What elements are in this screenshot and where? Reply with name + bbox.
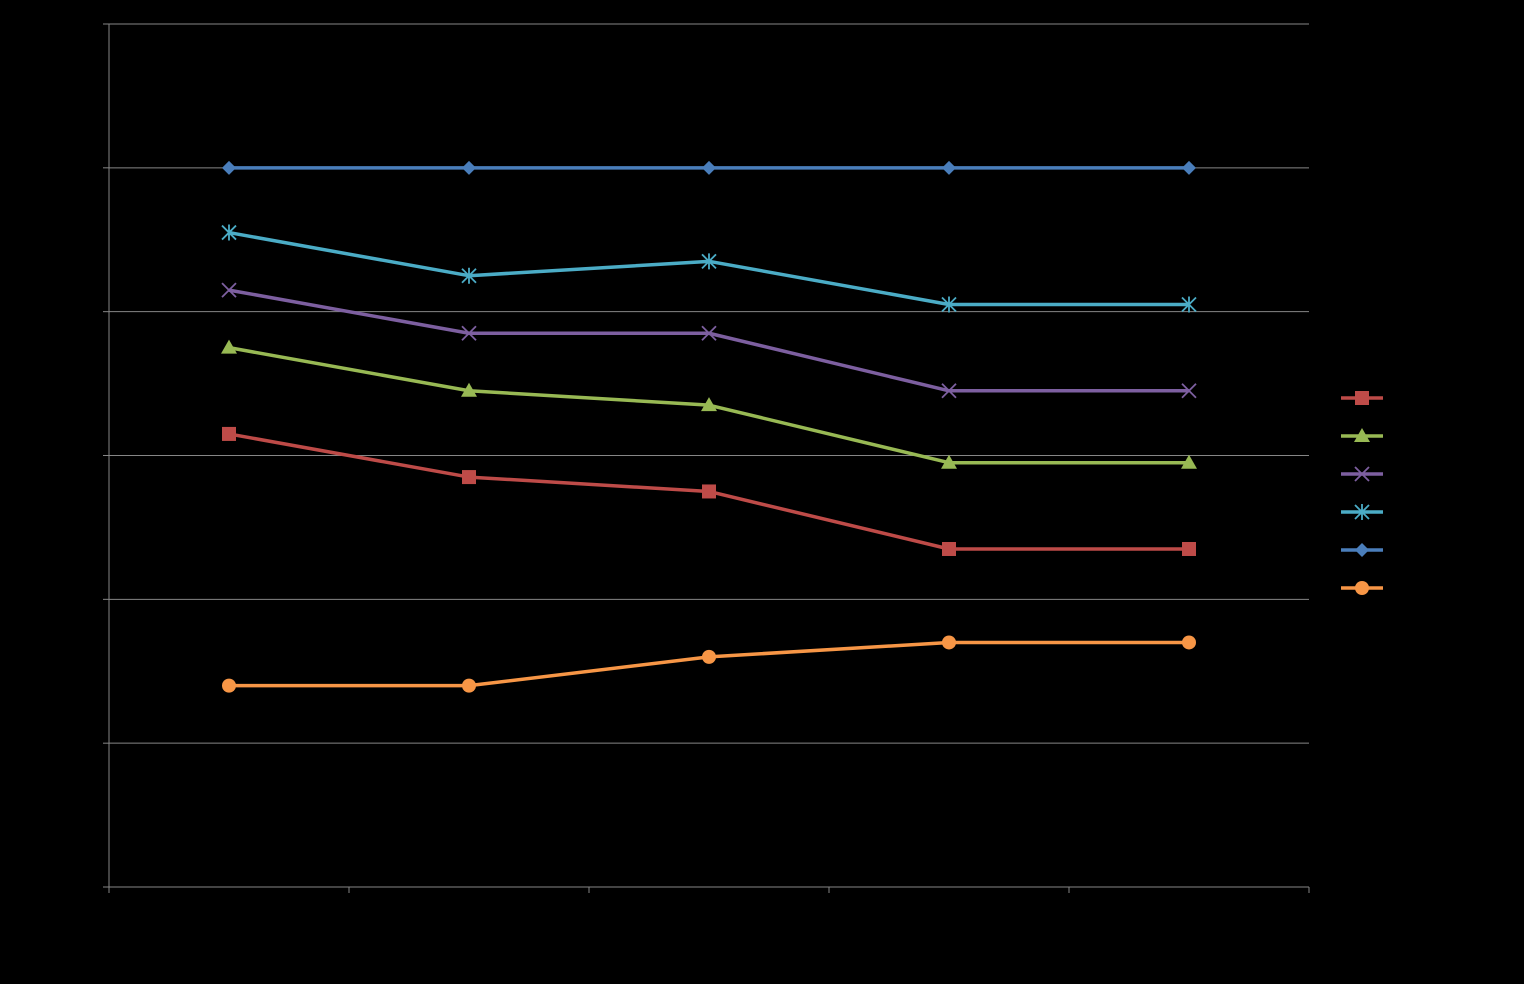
data-point (1181, 296, 1197, 313)
data-point (462, 470, 476, 485)
data-point (461, 382, 477, 397)
legend-entry (1341, 391, 1383, 405)
data-point (1182, 635, 1196, 650)
data-point (222, 160, 236, 175)
gridlines (109, 23, 1309, 744)
data-point (942, 635, 956, 650)
data-point (221, 282, 237, 298)
data-point (461, 267, 477, 284)
data-point (462, 160, 476, 175)
legend-entry (1341, 504, 1383, 520)
data-point (1181, 454, 1197, 469)
data-point (702, 649, 716, 664)
data-point (1182, 160, 1196, 175)
legend-entry (1341, 466, 1383, 482)
data-point (701, 325, 717, 341)
legend-entry (1341, 428, 1383, 442)
data-point (702, 160, 716, 175)
data-point (1181, 383, 1197, 399)
series-layer (221, 160, 1197, 693)
data-point (941, 383, 957, 399)
data-point (941, 296, 957, 313)
data-point (221, 224, 237, 241)
legend (1341, 391, 1383, 595)
axes (103, 23, 1310, 893)
legend-marker (1355, 543, 1369, 557)
data-point (222, 426, 236, 441)
data-point (701, 253, 717, 270)
legend-entry (1341, 543, 1383, 557)
data-point (701, 397, 717, 412)
data-point (221, 339, 237, 354)
data-point (941, 454, 957, 469)
data-point (942, 160, 956, 175)
series-line (229, 640, 1189, 688)
data-point (942, 541, 956, 556)
legend-entry (1341, 581, 1383, 595)
data-point (222, 678, 236, 693)
data-point (702, 484, 716, 499)
legend-marker (1354, 466, 1370, 482)
data-point (462, 678, 476, 693)
data-point (1182, 541, 1196, 556)
legend-marker (1355, 581, 1369, 595)
legend-marker (1355, 391, 1369, 405)
legend-marker (1354, 504, 1370, 520)
data-point (461, 325, 477, 341)
legend-marker (1354, 428, 1370, 442)
